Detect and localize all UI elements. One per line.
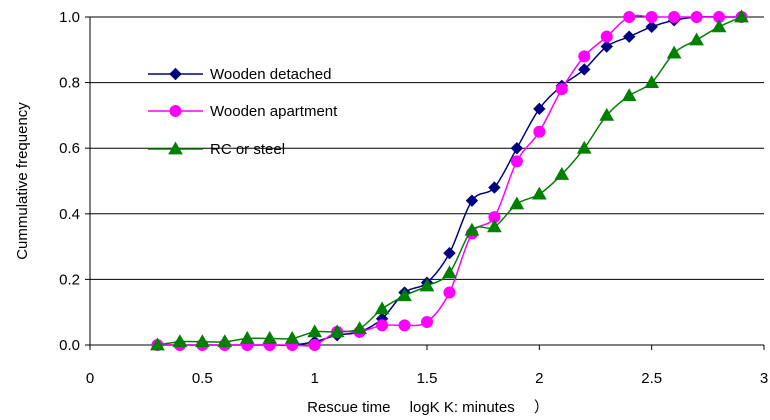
data-point <box>308 339 321 351</box>
data-point <box>329 324 345 338</box>
y-tick-label: 0.8 <box>59 75 80 92</box>
data-point <box>262 330 278 344</box>
data-point <box>531 186 547 200</box>
x-tick-label: 0 <box>86 370 94 387</box>
data-point <box>194 334 210 348</box>
data-point <box>578 50 591 63</box>
data-point <box>376 319 389 332</box>
data-point <box>284 330 300 344</box>
x-tick-label: 0.5 <box>192 370 213 387</box>
legend-marker <box>169 105 182 117</box>
data-point <box>554 166 570 180</box>
x-tick-label: 1 <box>310 370 318 387</box>
data-point <box>668 11 681 23</box>
data-point <box>644 75 660 88</box>
axes <box>89 17 764 346</box>
data-point <box>465 194 479 207</box>
x-tick-labels: 0 0.5 1 1.5 2 2.5 3 <box>86 345 768 387</box>
data-point <box>555 83 568 96</box>
y-tick-label: 0.2 <box>59 271 80 288</box>
legend-label: RC or steel <box>210 141 285 158</box>
data-point <box>443 246 456 260</box>
data-point <box>510 141 524 155</box>
data-point <box>464 222 480 236</box>
data-point <box>307 324 323 338</box>
data-point <box>621 88 637 102</box>
data-point <box>711 19 727 33</box>
x-tick-label: 2 <box>535 370 543 387</box>
x-tick-label: 3 <box>760 370 768 387</box>
grid-lines <box>90 16 764 280</box>
data-point <box>488 181 501 194</box>
data-point <box>666 45 682 59</box>
y-tick-label: 0.0 <box>59 337 80 354</box>
x-tick-label: 2.5 <box>641 370 662 387</box>
data-point <box>352 321 367 334</box>
data-point <box>509 196 525 210</box>
y-tick-label: 0.4 <box>59 206 80 223</box>
data-point <box>599 107 615 121</box>
data-point <box>487 219 502 233</box>
legend-item: RC or steel <box>148 141 285 158</box>
legend: Wooden detached Wooden apartment RC or ste… <box>148 66 338 158</box>
y-tick-label: 0.6 <box>59 140 80 157</box>
data-point <box>533 125 546 138</box>
series-layer <box>150 9 749 352</box>
series-wooden-detached <box>151 10 748 352</box>
data-point <box>239 330 255 344</box>
data-point <box>623 11 636 23</box>
data-point <box>622 30 636 43</box>
data-point <box>689 32 704 46</box>
legend-label: Wooden detached <box>210 66 332 83</box>
data-point <box>734 9 749 23</box>
data-point <box>150 337 165 351</box>
x-tick-label: 1.5 <box>417 370 438 387</box>
data-point <box>645 11 658 23</box>
data-point <box>533 102 546 116</box>
data-point <box>374 301 390 315</box>
data-point <box>397 288 412 302</box>
data-point <box>172 334 188 348</box>
data-point <box>217 334 233 348</box>
legend-label: Wooden apartment <box>210 103 338 120</box>
data-point <box>510 155 523 168</box>
x-axis-title: Rescue time logK K: minutes ） <box>307 399 549 416</box>
data-point <box>600 30 613 43</box>
data-point <box>578 63 591 76</box>
data-point <box>600 40 613 53</box>
y-tick-label: 1.0 <box>59 9 80 26</box>
legend-marker <box>169 67 182 81</box>
data-point <box>443 286 456 299</box>
data-point <box>442 265 457 279</box>
legend-item: Wooden detached <box>148 66 332 83</box>
data-point <box>645 20 658 34</box>
y-axis-title: Cummulative frequency <box>14 102 31 260</box>
y-tick-labels: 0.0 0.2 0.4 0.6 0.8 1.0 <box>59 9 90 354</box>
series-rc-or-steel <box>150 9 749 351</box>
data-point <box>421 316 433 329</box>
legend-item: Wooden apartment <box>148 103 338 120</box>
legend-marker <box>168 141 183 155</box>
data-point <box>690 11 703 23</box>
data-point <box>419 278 435 292</box>
data-point <box>576 140 592 154</box>
data-point <box>398 319 411 332</box>
series-wooden-apartment <box>151 11 748 351</box>
